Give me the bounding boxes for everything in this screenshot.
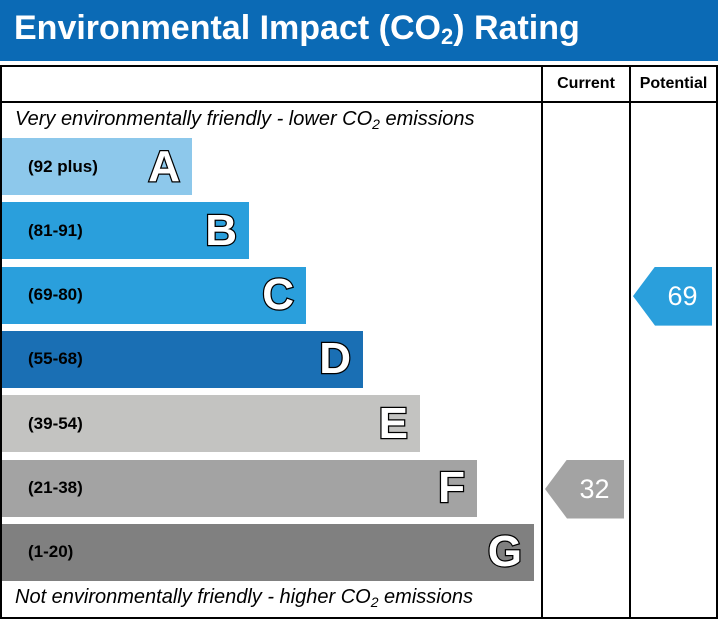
band-range-label: (69-80) [28, 285, 83, 305]
rating-band-e: (39-54) E [2, 395, 420, 453]
band-letter-label: D [318, 333, 352, 385]
current-rating-value: 32 [579, 473, 610, 504]
band-range-label: (21-38) [28, 478, 83, 497]
band-letter-label: C [261, 269, 295, 321]
band-letter-label: A [147, 140, 181, 192]
band-range-label: (92 plus) [28, 156, 98, 176]
bottom-caption: Not environmentally friendly - higher CO… [15, 586, 473, 610]
potential-rating-value: 69 [667, 280, 698, 311]
current-column-divider [541, 65, 543, 619]
band-range-label: (81-91) [28, 220, 83, 240]
band-range-label: (39-54) [28, 413, 83, 433]
header-row-divider [0, 101, 718, 103]
rating-band-a: (92 plus) A [2, 138, 192, 195]
band-range-label: (1-20) [28, 542, 74, 562]
rating-band-c: (69-80) C [2, 266, 306, 324]
potential-column-header: Potential [639, 75, 708, 92]
current-column-header: Current [557, 75, 615, 92]
band-letter-label: E [377, 397, 409, 449]
current-rating-arrow: 32 [545, 459, 624, 519]
header-bar: Environmental Impact (CO2) Rating [0, 0, 718, 61]
band-letter-label: F [437, 462, 466, 514]
band-range-label: (55-68) [28, 349, 83, 369]
potential-column-divider [629, 65, 631, 619]
rating-band-g: (1-20) G [2, 523, 534, 581]
band-letter-label: B [204, 205, 238, 257]
rating-band-d: (55-68) D [2, 330, 363, 388]
top-caption: Very environmentally friendly - lower CO… [15, 108, 475, 132]
band-letter-label: G [487, 526, 524, 578]
rating-table-frame [0, 65, 718, 619]
rating-band-f: (21-38) F [2, 459, 477, 517]
rating-band-b: (81-91) B [2, 202, 249, 260]
chart-title: Environmental Impact (CO2) Rating [14, 9, 580, 49]
